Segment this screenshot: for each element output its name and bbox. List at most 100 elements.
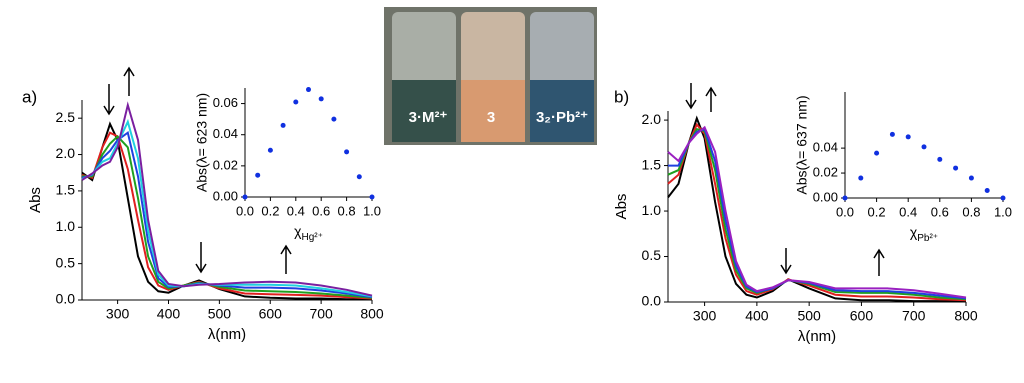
x-axis-label: λ(nm): [798, 328, 836, 345]
x-tick-label: 0.8: [962, 204, 980, 219]
point: [356, 174, 362, 180]
panel-label: a): [22, 87, 37, 106]
x-tick-label: 0.2: [261, 203, 279, 218]
x-tick-label: 0.6: [312, 203, 330, 218]
x-tick-label: 1.0: [363, 203, 381, 218]
x-axis-label: χHg²⁺: [294, 223, 323, 243]
point: [369, 194, 375, 200]
vial-liquid: [530, 80, 594, 142]
point: [344, 149, 350, 155]
point: [984, 188, 990, 194]
x-tick-label: 0.6: [931, 204, 949, 219]
y-axis-label: Abs(λ= 623 nm): [194, 93, 210, 192]
x-tick-label: 0.0: [236, 203, 254, 218]
x-tick-label: 700: [309, 306, 333, 322]
y-tick-label: 0.5: [642, 247, 662, 263]
spectrum-line: [81, 101, 373, 297]
spectrum-line: [81, 121, 372, 301]
point: [921, 144, 927, 150]
spectrum-line: [81, 118, 373, 298]
x-tick-label: 500: [797, 308, 821, 324]
vial-liquid: [392, 80, 456, 142]
y-tick-label: 2.5: [56, 109, 76, 125]
x-tick-label: 500: [208, 306, 232, 322]
x-tick-label: 300: [106, 306, 130, 322]
y-tick-label: 2.0: [56, 145, 76, 161]
photo-label: 3·M²⁺: [409, 109, 448, 126]
x-axis-label-main: λ(nm): [208, 326, 246, 343]
panel-label: b): [614, 87, 629, 106]
point: [905, 134, 911, 140]
x-tick-label: 0.2: [868, 204, 886, 219]
y-tick-label: 1.0: [56, 218, 76, 234]
y-axis-label: Abs: [27, 187, 44, 213]
spectrum-line: [667, 122, 967, 302]
x-tick-label: 400: [157, 306, 181, 322]
x-axis-label-main: χ: [910, 224, 918, 240]
chart: 0.00 0.02 0.04 0.0 0.2 0.4 0.6 0.8 1.0 χPb²⁺ Abs(λ…: [794, 92, 1012, 244]
y-tick-label: 0.02: [213, 157, 238, 172]
y-tick-label: 0.00: [813, 189, 838, 204]
point: [968, 175, 974, 181]
y-tick-label: 0.06: [213, 95, 238, 110]
y-axis-label: Abs: [613, 194, 630, 220]
point: [953, 165, 959, 171]
point: [889, 131, 895, 137]
x-axis-label-sub: Hg²⁺: [301, 232, 322, 243]
spectrum-line: [667, 125, 967, 299]
x-tick-label: 0.8: [338, 203, 356, 218]
arrows: [103, 66, 885, 276]
photo: 3·M²⁺ 3 3₂·Pb²⁺: [384, 7, 597, 145]
y-tick-label: 1.5: [56, 182, 76, 198]
y-tick-label: 0.02: [813, 164, 838, 179]
point: [874, 150, 880, 156]
x-tick-label: 600: [850, 308, 874, 324]
spectrum-line: [81, 131, 373, 300]
point: [331, 116, 337, 122]
point: [280, 122, 286, 128]
x-tick-label: 0.4: [899, 204, 917, 219]
x-tick-label: 600: [259, 306, 283, 322]
x-tick-label: 800: [360, 306, 384, 322]
y-tick-label: 1.5: [642, 156, 662, 172]
point: [306, 87, 311, 93]
point: [242, 194, 248, 200]
spectrum-line: [667, 115, 966, 303]
point: [255, 172, 261, 178]
x-axis-label: χPb²⁺: [910, 224, 938, 244]
x-axis-label-main: χ: [294, 223, 302, 239]
x-tick-label: 800: [954, 308, 978, 324]
y-tick-label: 0.04: [213, 126, 238, 141]
y-tick-label: 0.0: [642, 293, 662, 309]
chart: 0.00 0.02 0.04 0.06 0.0 0.2 0.4 0.6 0.8 1.0 χHg²⁺ A…: [194, 87, 381, 243]
y-axis-label: Abs(λ= 637 nm): [794, 95, 810, 194]
y-tick-label: 0.0: [56, 291, 76, 307]
chart: 0.0 0.5 1.0 1.5 2.0 300 400 500 600 700 800 λ(nm) Ab…: [613, 111, 978, 345]
x-axis-label: λ(nm): [208, 326, 246, 343]
point: [267, 147, 273, 153]
y-tick-label: 2.0: [642, 111, 662, 127]
photo-label: 3: [487, 109, 495, 126]
x-axis-label-sub: Pb²⁺: [917, 233, 938, 244]
x-tick-label: 300: [693, 308, 717, 324]
vial-liquid: [461, 80, 525, 142]
spectrum-line: [81, 131, 373, 299]
y-tick-label: 0.04: [813, 140, 838, 155]
y-tick-label: 0.5: [56, 254, 76, 270]
x-tick-label: 0.0: [836, 204, 854, 219]
point: [858, 175, 864, 181]
x-tick-label: 1.0: [994, 204, 1012, 219]
photo-label: 3₂·Pb²⁺: [536, 109, 588, 126]
x-tick-label: 0.4: [287, 203, 305, 218]
point: [1000, 195, 1006, 201]
point: [842, 195, 848, 201]
spectrum-line: [82, 134, 373, 299]
point: [318, 96, 324, 102]
point: [937, 156, 943, 162]
chart: 0.0 0.5 1.0 1.5 2.0 2.5 300 400 500 600 700 800 λ(nm…: [27, 100, 384, 343]
x-tick-label: 700: [902, 308, 926, 324]
y-tick-label: 1.0: [642, 202, 662, 218]
y-tick-label: 0.00: [213, 188, 238, 203]
point: [293, 99, 299, 105]
